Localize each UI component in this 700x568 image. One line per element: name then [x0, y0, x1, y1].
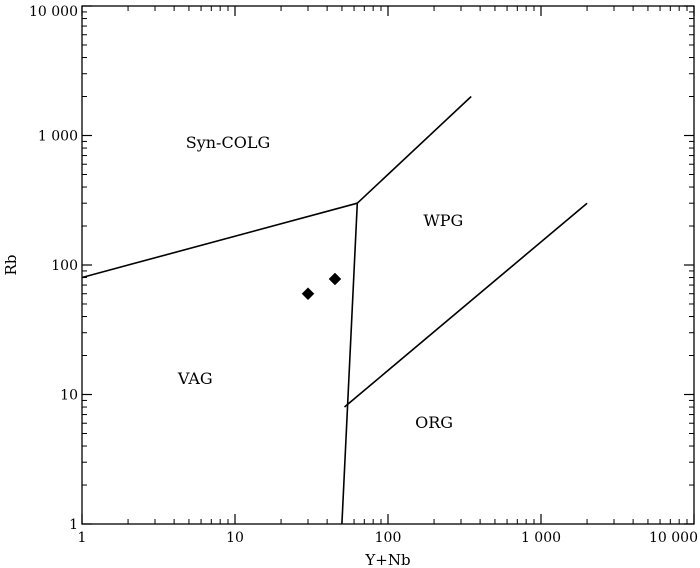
- region-label: Syn-COLG: [186, 133, 270, 152]
- region-label: WPG: [423, 211, 463, 230]
- region-label: VAG: [177, 369, 213, 388]
- x-axis-title: Y+Nb: [364, 551, 410, 568]
- y-axis-title: Rb: [2, 255, 20, 276]
- x-tick-label: 1: [78, 530, 87, 546]
- discrimination-boundaries: [81, 95, 588, 525]
- x-tick-label: 1 000: [521, 530, 561, 546]
- axis-tick-labels: 1 10 100 1 000 10 000 1 10 100 1 000 10 000: [29, 4, 698, 546]
- boundary-line: [81, 202, 358, 279]
- boundary-line: [343, 202, 588, 408]
- region-labels: Syn-COLG WPG VAG ORG: [177, 133, 463, 432]
- y-tick-label: 1 000: [38, 129, 78, 145]
- y-tick-label: 10: [60, 388, 78, 404]
- boundary-line: [356, 95, 472, 204]
- y-tick-label: 100: [51, 258, 78, 274]
- x-tick-label: 100: [375, 530, 402, 546]
- data-point: [301, 287, 315, 301]
- x-tick-label: 10 000: [649, 530, 698, 546]
- boundary-line: [341, 203, 359, 525]
- region-label: ORG: [415, 413, 453, 432]
- data-points: [301, 272, 342, 301]
- data-point: [328, 272, 342, 286]
- axis-ticks: [81, 5, 695, 525]
- y-tick-label: 1: [69, 517, 78, 533]
- x-tick-label: 10: [226, 530, 244, 546]
- y-tick-label: 10 000: [29, 4, 78, 20]
- plot-frame: [81, 5, 695, 525]
